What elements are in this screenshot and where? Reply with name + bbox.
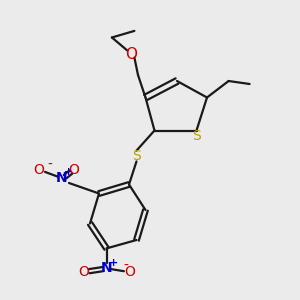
Text: -: - <box>48 158 52 172</box>
Text: O: O <box>79 265 89 278</box>
Text: O: O <box>124 265 135 278</box>
Text: +: + <box>64 167 73 177</box>
Text: S: S <box>192 129 201 143</box>
Text: N: N <box>56 172 67 185</box>
Text: -: - <box>124 259 128 272</box>
Text: +: + <box>109 257 118 268</box>
Text: O: O <box>34 163 44 176</box>
Text: S: S <box>132 149 141 163</box>
Text: N: N <box>101 262 112 275</box>
Text: O: O <box>69 163 80 176</box>
Text: O: O <box>125 46 137 62</box>
